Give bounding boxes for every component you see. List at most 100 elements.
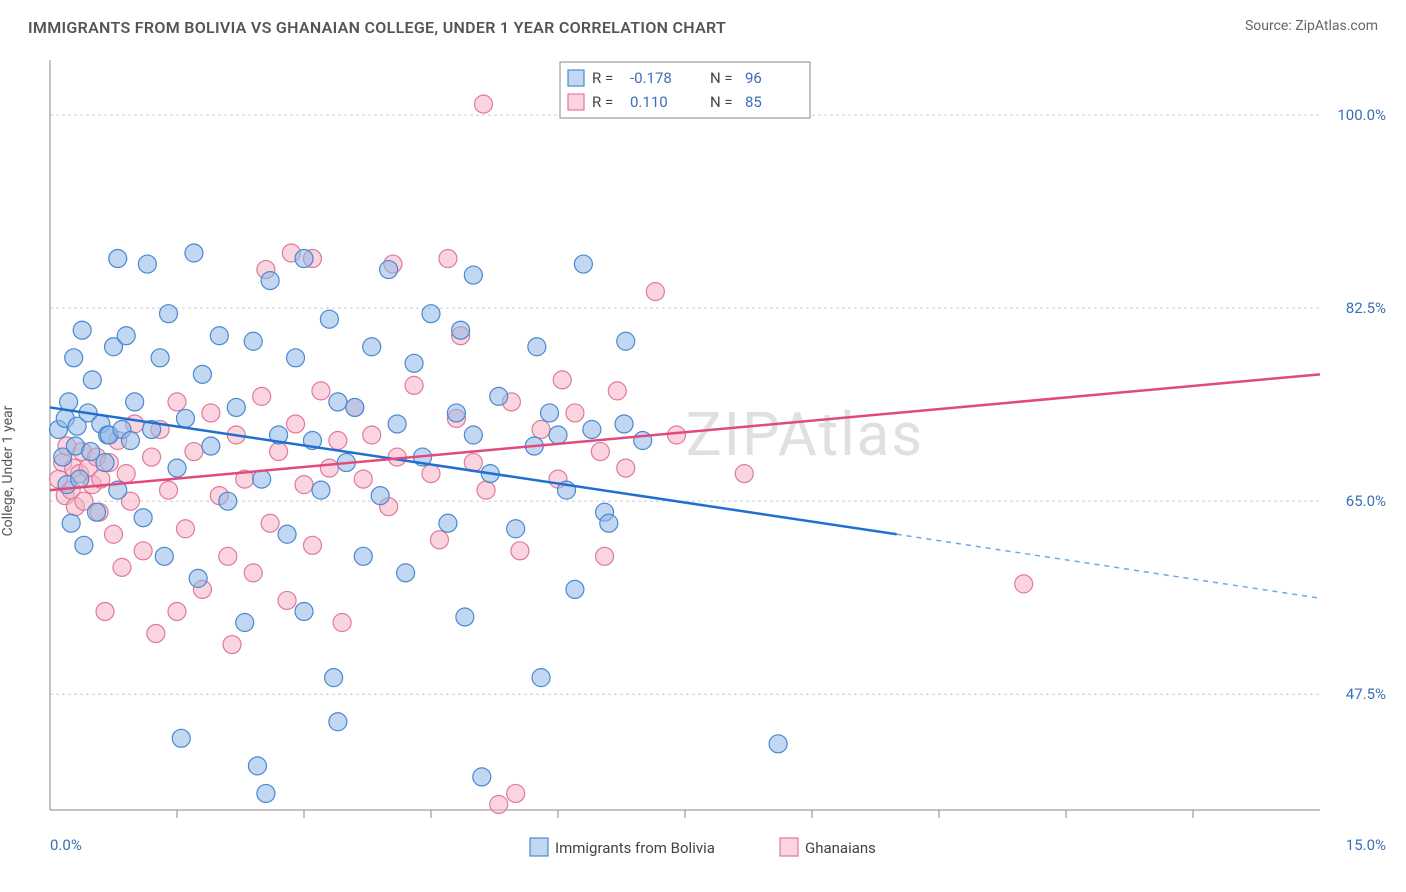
stats-legend: R =-0.178N =96R =0.110N =85 [560, 62, 810, 118]
data-point-blue [295, 602, 313, 620]
data-point-blue [329, 713, 347, 731]
data-point-pink [105, 525, 123, 543]
data-point-pink [532, 420, 550, 438]
data-point-blue [160, 305, 178, 323]
legend-swatch-blue [568, 70, 584, 86]
data-point-blue [371, 487, 389, 505]
data-point-pink [591, 443, 609, 461]
data-point-blue [138, 255, 156, 273]
data-point-blue [117, 327, 135, 345]
data-point-pink [219, 547, 237, 565]
data-point-blue [397, 564, 415, 582]
watermark: ZIPAtlas [686, 399, 925, 470]
data-point-blue [464, 266, 482, 284]
data-point-blue [83, 371, 101, 389]
data-point-blue [62, 514, 80, 532]
legend-r-value: 0.110 [630, 93, 668, 111]
legend-label-pink: Ghanaians [805, 839, 876, 857]
data-point-pink [430, 531, 448, 549]
data-point-pink [295, 476, 313, 494]
chart-area: College, Under 1 year 47.5%65.0%82.5%100… [0, 50, 1406, 892]
data-point-blue [325, 669, 343, 687]
data-point-pink [278, 591, 296, 609]
data-point-blue [193, 365, 211, 383]
data-point-blue [185, 244, 203, 262]
data-point-blue [210, 327, 228, 345]
source-link[interactable]: ZipAtlas.com [1295, 18, 1378, 34]
data-point-blue [363, 338, 381, 356]
data-point-pink [113, 558, 131, 576]
data-point-blue [172, 729, 190, 747]
data-point-pink [320, 459, 338, 477]
data-point-pink [553, 371, 571, 389]
data-point-pink [176, 520, 194, 538]
data-point-blue [447, 404, 465, 422]
data-point-blue [176, 409, 194, 427]
scatter-chart: 47.5%65.0%82.5%100.0%0.0%15.0%ZIPAtlasR … [0, 50, 1406, 892]
data-point-pink [333, 614, 351, 632]
data-point-blue [617, 332, 635, 350]
series-legend: Immigrants from BoliviaGhanaians [530, 838, 876, 857]
data-point-pink [223, 636, 241, 654]
data-point-blue [405, 354, 423, 372]
data-point-blue [287, 349, 305, 367]
data-point-blue [566, 580, 584, 598]
legend-n-label: N = [710, 69, 733, 87]
data-point-pink [617, 459, 635, 477]
data-point-pink [354, 470, 372, 488]
data-point-blue [532, 669, 550, 687]
data-point-pink [608, 382, 626, 400]
source-label: Source: [1245, 18, 1292, 34]
data-point-blue [109, 250, 127, 268]
data-point-blue [202, 437, 220, 455]
data-point-blue [88, 503, 106, 521]
data-point-pink [596, 547, 614, 565]
data-point-blue [155, 547, 173, 565]
data-point-blue [189, 569, 207, 587]
data-point-pink [147, 625, 165, 643]
data-point-blue [528, 338, 546, 356]
data-point-blue [168, 459, 186, 477]
data-point-blue [257, 784, 275, 802]
data-point-blue [422, 305, 440, 323]
data-point-pink [646, 283, 664, 301]
legend-swatch-pink [780, 838, 798, 856]
data-point-blue [121, 432, 139, 450]
data-point-pink [422, 465, 440, 483]
chart-header: IMMIGRANTS FROM BOLIVIA VS GHANAIAN COLL… [28, 18, 1378, 37]
data-point-blue [490, 387, 508, 405]
data-point-pink [202, 404, 220, 422]
legend-swatch-blue [530, 838, 548, 856]
data-point-pink [511, 542, 529, 560]
y-tick-label: 65.0% [1346, 492, 1386, 510]
y-tick-label: 100.0% [1337, 106, 1386, 124]
data-point-blue [354, 547, 372, 565]
legend-r-value: -0.178 [630, 69, 672, 87]
legend-r-label: R = [592, 93, 613, 111]
data-point-blue [329, 393, 347, 411]
data-point-blue [253, 470, 271, 488]
data-point-blue [65, 349, 83, 367]
data-point-blue [227, 398, 245, 416]
data-point-pink [439, 250, 457, 268]
data-point-pink [507, 784, 525, 802]
data-point-pink [134, 542, 152, 560]
data-point-pink [1015, 575, 1033, 593]
data-point-pink [168, 602, 186, 620]
data-point-blue [134, 509, 152, 527]
data-point-pink [303, 536, 321, 554]
y-tick-label: 82.5% [1346, 299, 1386, 317]
data-point-blue [507, 520, 525, 538]
data-point-blue [473, 768, 491, 786]
data-point-pink [405, 376, 423, 394]
legend-n-value: 96 [745, 69, 762, 87]
y-tick-label: 47.5% [1346, 685, 1386, 703]
data-point-blue [73, 321, 91, 339]
data-point-blue [439, 514, 457, 532]
data-point-blue [236, 614, 254, 632]
data-point-blue [75, 536, 93, 554]
data-point-blue [244, 332, 262, 350]
x-axis-max-label: 15.0% [1346, 836, 1386, 854]
data-point-blue [464, 426, 482, 444]
data-point-pink [329, 432, 347, 450]
